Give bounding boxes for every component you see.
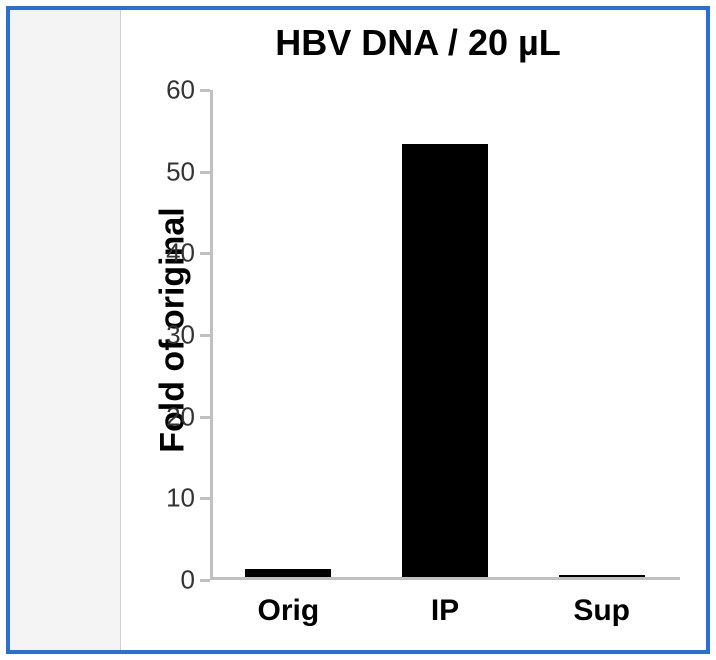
y-tick [200,334,210,337]
bar-orig [245,569,331,577]
y-tick-label: 20 [140,401,195,432]
y-tick [200,89,210,92]
y-tick-label: 0 [140,565,195,596]
bar-sup [559,575,645,577]
plot-area: 0102030405060OrigIPSup [210,90,680,580]
chart-frame: HBV DNA / 20 µL Fold of original 0102030… [6,6,710,654]
chart-title: HBV DNA / 20 µL [140,22,696,64]
y-tick [200,171,210,174]
y-tick-label: 60 [140,75,195,106]
y-tick [200,497,210,500]
left-gutter [10,10,121,650]
y-tick-label: 50 [140,156,195,187]
y-axis [210,90,213,580]
category-label: Orig [257,594,319,628]
y-tick-label: 40 [140,238,195,269]
category-label: IP [431,594,459,628]
y-tick [200,416,210,419]
y-tick [200,579,210,582]
y-tick-label: 30 [140,320,195,351]
category-label: Sup [573,594,630,628]
x-axis [210,577,680,580]
bar-ip [402,144,488,577]
y-tick [200,252,210,255]
y-tick-label: 10 [140,483,195,514]
